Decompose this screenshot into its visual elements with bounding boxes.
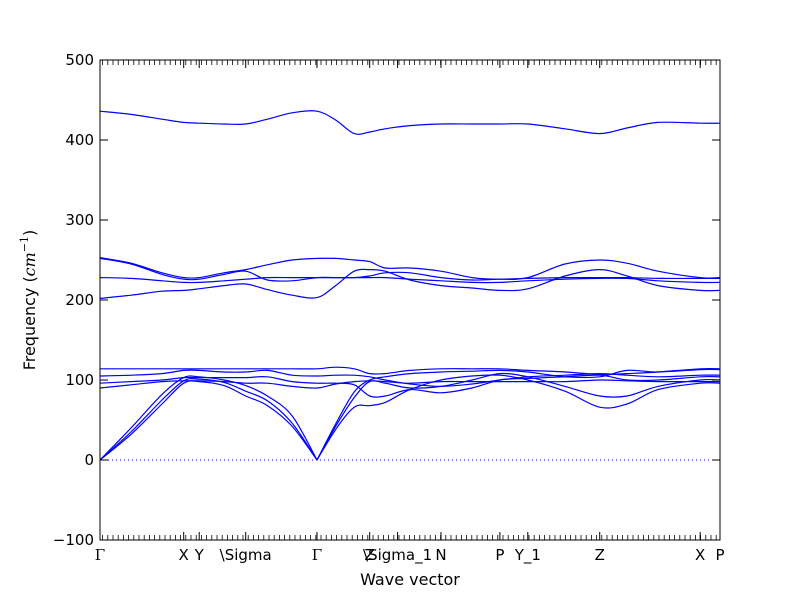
x-tick-label: P bbox=[715, 546, 724, 564]
y-tick-label: 500 bbox=[65, 51, 94, 69]
band-line-9 bbox=[99, 369, 721, 388]
y-tick-label: 300 bbox=[65, 211, 94, 229]
band-line-10 bbox=[99, 366, 721, 376]
band-line-11 bbox=[99, 268, 721, 299]
x-axis-label: Wave vector bbox=[360, 570, 460, 589]
x-tick-label: Γ bbox=[312, 546, 322, 564]
band-line-2 bbox=[99, 377, 318, 461]
y-tick-label: 200 bbox=[65, 291, 94, 309]
band-line-1 bbox=[99, 380, 318, 461]
y-tick-label: 100 bbox=[65, 371, 94, 389]
x-tick-label: X bbox=[695, 546, 705, 564]
band-line-4 bbox=[316, 374, 721, 461]
x-tick-label: \Sigma_1 bbox=[363, 546, 432, 565]
y-tick-label: 0 bbox=[84, 451, 94, 469]
x-tick-label: \Sigma bbox=[220, 546, 272, 564]
y-axis-label-close: ) bbox=[20, 230, 39, 236]
x-tick-label: P bbox=[495, 546, 504, 564]
x-tick-label: N bbox=[435, 546, 446, 564]
x-axis-ticks: Γ X Y \Sigma Γ Z\Sigma_1 N P Y_1 Z X P bbox=[95, 60, 725, 565]
band-line-13 bbox=[99, 257, 720, 282]
y-axis-label-unit: cm bbox=[20, 252, 39, 276]
band-line-12 bbox=[99, 276, 721, 284]
band-line-14 bbox=[99, 257, 721, 280]
y-axis-label: Frequency (cm−1) bbox=[18, 230, 39, 371]
y-axis-label-exponent: −1 bbox=[18, 236, 31, 252]
x-tick-label: Γ bbox=[95, 546, 105, 564]
y-axis-label-text: Frequency ( bbox=[20, 276, 39, 370]
y-tick-label: −100 bbox=[53, 531, 94, 549]
band-line-15 bbox=[99, 110, 721, 135]
band-line-8 bbox=[99, 374, 721, 398]
band-line-7 bbox=[99, 379, 720, 389]
x-tick-label: Y_1 bbox=[514, 546, 541, 565]
x-tick-label: X bbox=[179, 546, 189, 564]
x-tick-label: Z bbox=[365, 546, 375, 564]
x-tick-label: Y bbox=[194, 546, 205, 564]
band-line-5 bbox=[316, 372, 721, 461]
y-tick-label: 400 bbox=[65, 131, 94, 149]
band-lines bbox=[99, 110, 721, 461]
x-tick-label: Z bbox=[595, 546, 605, 564]
y-axis-ticks: −100 0 100 200 300 400 500 bbox=[53, 51, 720, 549]
band-line-6 bbox=[316, 368, 721, 461]
